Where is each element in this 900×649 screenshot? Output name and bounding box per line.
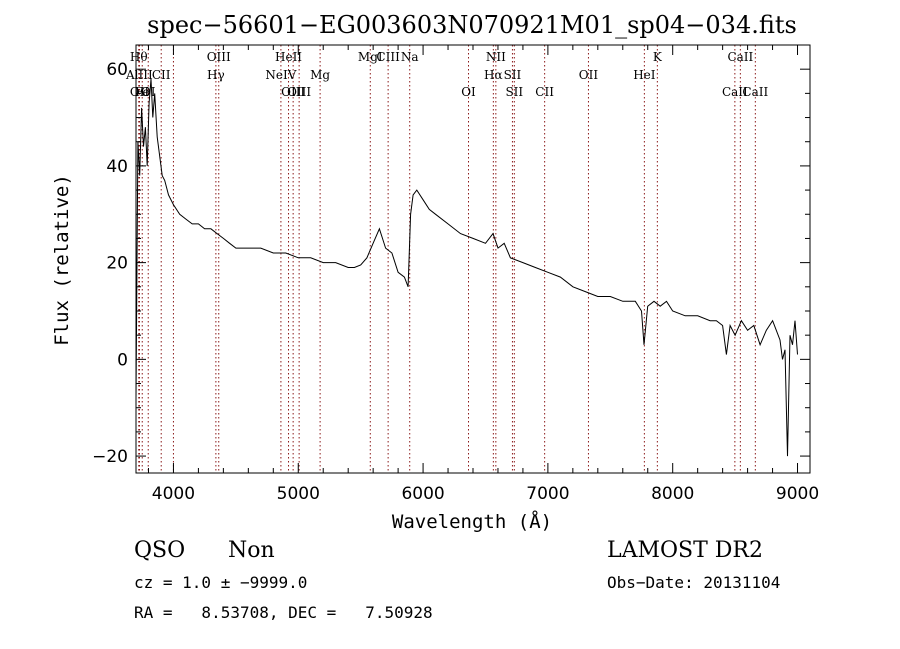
y-axis-ticks: −20 0 20 40 60: [92, 60, 810, 467]
line-marker-label-19: NII: [486, 50, 506, 64]
line-marker-label-8: OIII: [207, 50, 231, 64]
line-marker-label-28: CaII: [742, 85, 768, 99]
line-marker-label-15: CIII: [376, 50, 400, 64]
line-marker-label-11: OIII: [281, 85, 305, 99]
x-tick-label-1: 5000: [277, 484, 320, 504]
line-marker-label-20: SII: [504, 68, 522, 82]
y-tick-label-3: 40: [106, 157, 128, 177]
class-label: QSO: [134, 538, 186, 563]
y-tick-label-2: 20: [106, 254, 128, 274]
line-marker-label-24: HeI: [633, 68, 656, 82]
plot-frame: [135, 44, 811, 474]
obs-date-text: Obs−Date: 20131104: [607, 573, 781, 592]
x-axis-label: Wavelength (Å): [392, 510, 552, 533]
line-marker-label-23: OII: [579, 68, 599, 82]
line-markers: [138, 45, 756, 473]
chart-title: spec−56601−EG003603N070921M01_sp04−034.f…: [147, 11, 797, 39]
line-marker-label-18: Hα: [484, 68, 503, 82]
cz-text: cz = 1.0 ± −9999.0: [134, 573, 308, 592]
survey-label: LAMOST DR2: [607, 538, 763, 563]
line-marker-label-16: Na: [401, 50, 419, 64]
line-marker-label-5: CII: [152, 68, 171, 82]
x-tick-label-3: 7000: [526, 484, 569, 504]
line-marker-label-9: NeIV: [265, 68, 296, 82]
line-marker-label-4: OI: [141, 85, 156, 99]
line-marker-label-21: SII: [505, 85, 523, 99]
x-tick-label-5: 9000: [776, 484, 819, 504]
line-marker-label-10: HeII: [275, 50, 302, 64]
ra-dec-text: RA = 8.53708, DEC = 7.50928: [134, 603, 433, 622]
line-marker-label-22: CII: [535, 85, 554, 99]
y-tick-label-1: 0: [117, 350, 128, 370]
line-marker-label-17: OI: [461, 85, 476, 99]
line-marker-label-0: Hθ: [130, 50, 148, 64]
line-marker-label-14: MgI: [358, 50, 383, 64]
x-tick-label-0: 4000: [152, 484, 195, 504]
line-marker-label-7: Hγ: [207, 68, 225, 82]
line-marker-label-3: Fe: [135, 85, 150, 99]
x-tick-label-4: 8000: [651, 484, 694, 504]
line-marker-label-2: OII: [130, 85, 150, 99]
line-marker-label-12: OIII: [287, 85, 311, 99]
spectrum-line: [135, 78, 798, 457]
line-marker-label-13: Mg: [310, 68, 330, 82]
line-marker-label-26: CaII: [722, 85, 748, 99]
y-tick-label-0: −20: [92, 447, 128, 467]
line-marker-label-27: CaII: [727, 50, 753, 64]
x-axis-ticks: 4000 5000 6000 7000 8000 9000: [147, 45, 819, 504]
subclass-label: Non: [228, 538, 275, 563]
y-tick-label-4: 60: [106, 60, 128, 80]
line-marker-label-25: K: [653, 50, 663, 64]
line-marker-label-1: AlIII: [125, 68, 153, 82]
x-tick-label-2: 6000: [401, 484, 444, 504]
y-axis-label: Flux (relative): [51, 174, 73, 346]
